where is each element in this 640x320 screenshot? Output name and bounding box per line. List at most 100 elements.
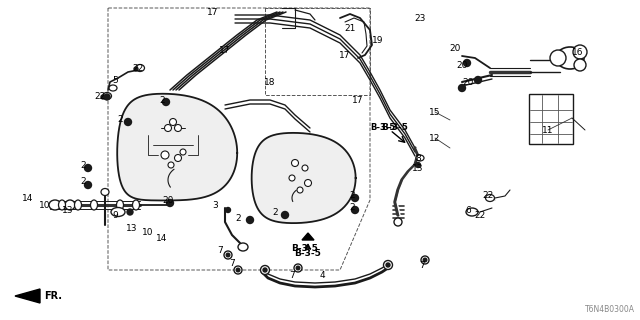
Text: 2: 2 bbox=[235, 213, 241, 222]
Polygon shape bbox=[15, 289, 40, 303]
Circle shape bbox=[291, 159, 298, 166]
Text: 5: 5 bbox=[112, 76, 118, 84]
Text: 7: 7 bbox=[289, 270, 295, 279]
Circle shape bbox=[282, 212, 289, 219]
Text: 20: 20 bbox=[462, 77, 474, 86]
Circle shape bbox=[260, 266, 269, 275]
Circle shape bbox=[421, 256, 429, 264]
Text: 14: 14 bbox=[156, 234, 168, 243]
Text: B-3-5: B-3-5 bbox=[294, 249, 321, 258]
Text: 10: 10 bbox=[142, 228, 154, 236]
Text: B-3-5: B-3-5 bbox=[381, 123, 408, 132]
Text: 13: 13 bbox=[412, 164, 424, 172]
Circle shape bbox=[234, 266, 242, 274]
Circle shape bbox=[573, 45, 587, 59]
Circle shape bbox=[458, 84, 465, 92]
Ellipse shape bbox=[136, 65, 145, 71]
Ellipse shape bbox=[58, 200, 65, 210]
Circle shape bbox=[84, 164, 92, 172]
Text: 23: 23 bbox=[414, 13, 426, 22]
Text: 16: 16 bbox=[572, 47, 584, 57]
Circle shape bbox=[386, 263, 390, 267]
Circle shape bbox=[263, 268, 267, 272]
Text: 6: 6 bbox=[465, 205, 471, 214]
Text: 2: 2 bbox=[159, 95, 165, 105]
Circle shape bbox=[166, 199, 173, 206]
Ellipse shape bbox=[486, 195, 495, 202]
Text: 13: 13 bbox=[62, 205, 74, 214]
Text: 19: 19 bbox=[372, 36, 384, 44]
Text: 22: 22 bbox=[474, 211, 486, 220]
Text: 3: 3 bbox=[212, 201, 218, 210]
Text: 22: 22 bbox=[132, 63, 143, 73]
Text: 17: 17 bbox=[352, 95, 364, 105]
Text: 2: 2 bbox=[80, 177, 86, 186]
Circle shape bbox=[225, 207, 230, 212]
Text: 9: 9 bbox=[112, 211, 118, 220]
Circle shape bbox=[294, 264, 302, 272]
Ellipse shape bbox=[65, 200, 75, 210]
Circle shape bbox=[224, 251, 232, 259]
Ellipse shape bbox=[109, 85, 117, 91]
Text: 20: 20 bbox=[163, 196, 173, 204]
Circle shape bbox=[175, 155, 182, 162]
Text: 21: 21 bbox=[344, 23, 356, 33]
Circle shape bbox=[302, 165, 308, 171]
Ellipse shape bbox=[238, 243, 248, 251]
Text: 20: 20 bbox=[456, 60, 468, 69]
Text: 7: 7 bbox=[217, 245, 223, 254]
Text: 22: 22 bbox=[483, 190, 493, 199]
Text: 12: 12 bbox=[429, 133, 441, 142]
Text: 13: 13 bbox=[126, 223, 138, 233]
Ellipse shape bbox=[132, 200, 140, 210]
Circle shape bbox=[351, 195, 358, 202]
Circle shape bbox=[125, 118, 131, 125]
Ellipse shape bbox=[74, 200, 81, 210]
Circle shape bbox=[474, 76, 481, 84]
Ellipse shape bbox=[111, 207, 125, 217]
Circle shape bbox=[351, 206, 358, 213]
Text: 2: 2 bbox=[80, 161, 86, 170]
Ellipse shape bbox=[90, 200, 97, 210]
Text: 15: 15 bbox=[429, 108, 441, 116]
Circle shape bbox=[236, 268, 240, 272]
Ellipse shape bbox=[49, 200, 61, 210]
Text: 2: 2 bbox=[272, 207, 278, 217]
Circle shape bbox=[127, 209, 133, 215]
Circle shape bbox=[296, 266, 300, 270]
Circle shape bbox=[170, 118, 177, 125]
Circle shape bbox=[168, 162, 174, 168]
Ellipse shape bbox=[416, 155, 424, 161]
Text: 18: 18 bbox=[264, 77, 276, 86]
Circle shape bbox=[84, 181, 92, 188]
Text: B-3-5: B-3-5 bbox=[292, 244, 319, 252]
Circle shape bbox=[423, 258, 427, 262]
Ellipse shape bbox=[116, 200, 124, 210]
Text: 17: 17 bbox=[220, 45, 231, 54]
Circle shape bbox=[383, 260, 392, 269]
Text: 7: 7 bbox=[229, 260, 235, 268]
Circle shape bbox=[164, 124, 172, 132]
Polygon shape bbox=[252, 133, 356, 223]
Ellipse shape bbox=[466, 208, 478, 216]
Polygon shape bbox=[117, 94, 237, 200]
FancyBboxPatch shape bbox=[529, 94, 573, 144]
Text: 11: 11 bbox=[542, 125, 554, 134]
Circle shape bbox=[289, 175, 295, 181]
Circle shape bbox=[134, 67, 138, 71]
Ellipse shape bbox=[556, 47, 584, 69]
Circle shape bbox=[415, 163, 420, 167]
Text: 4: 4 bbox=[319, 271, 325, 281]
Circle shape bbox=[394, 218, 402, 226]
Text: T6N4B0300A: T6N4B0300A bbox=[585, 305, 635, 314]
Text: 17: 17 bbox=[339, 51, 351, 60]
Text: FR.: FR. bbox=[44, 291, 62, 301]
Circle shape bbox=[463, 60, 470, 67]
Text: B-3-5: B-3-5 bbox=[370, 123, 395, 132]
Circle shape bbox=[180, 149, 186, 155]
Text: 10: 10 bbox=[39, 201, 51, 210]
Circle shape bbox=[246, 217, 253, 223]
Circle shape bbox=[297, 187, 303, 193]
Ellipse shape bbox=[101, 188, 109, 196]
Circle shape bbox=[175, 124, 182, 132]
